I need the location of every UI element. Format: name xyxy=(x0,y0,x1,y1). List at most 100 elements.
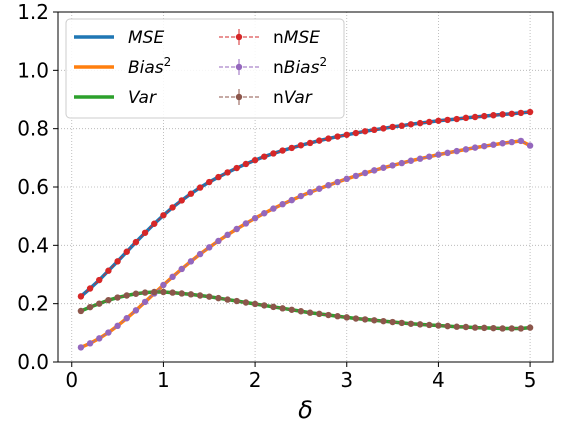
y-axis: 0.0 0.2 0.4 0.6 0.8 1.0 1.2 xyxy=(17,0,58,374)
point-nmse xyxy=(416,119,424,127)
point-nmse xyxy=(86,285,94,292)
point-nbias2 xyxy=(490,141,497,148)
point-nbias2 xyxy=(279,201,286,208)
point-nmse xyxy=(297,142,305,149)
point-nmse xyxy=(499,111,506,118)
point-nbias2 xyxy=(316,185,323,192)
point-nbias2 xyxy=(471,144,479,151)
point-nvar xyxy=(123,292,130,299)
point-nbias2 xyxy=(77,344,85,351)
point-nvar xyxy=(389,318,396,326)
point-nbias2 xyxy=(352,172,360,180)
point-nvar xyxy=(178,290,185,297)
point-nbias2 xyxy=(306,189,314,196)
point-nmse xyxy=(453,115,460,123)
point-nmse xyxy=(123,248,130,255)
point-nvar xyxy=(517,325,525,332)
y-tick-label: 0.4 xyxy=(17,233,49,257)
x-tick-label: 4 xyxy=(432,368,445,392)
point-nbias2 xyxy=(215,237,222,245)
x-tick-label: 0 xyxy=(65,368,78,392)
point-nvar xyxy=(86,303,94,311)
point-nvar xyxy=(334,313,341,320)
point-nmse xyxy=(215,173,222,181)
point-nbias2 xyxy=(206,244,213,251)
point-nmse xyxy=(389,123,396,131)
point-nvar xyxy=(288,306,295,313)
point-nvar xyxy=(132,290,140,297)
point-nvar xyxy=(196,292,204,299)
point-nbias2 xyxy=(169,273,176,281)
legend-label-nbias2: nBias2 xyxy=(273,55,327,78)
point-nbias2 xyxy=(380,164,387,171)
point-nbias2 xyxy=(114,322,121,330)
y-tick-label: 1.0 xyxy=(17,58,49,82)
point-nmse xyxy=(151,220,158,227)
point-nbias2 xyxy=(499,140,506,147)
point-nvar xyxy=(490,324,497,332)
legend-label-nvar: nVar xyxy=(273,88,313,108)
point-nvar xyxy=(251,300,259,308)
point-nvar xyxy=(316,310,323,318)
point-nmse xyxy=(242,160,250,168)
point-nmse xyxy=(334,133,341,140)
point-nvar xyxy=(435,322,442,329)
point-nvar xyxy=(215,294,222,302)
legend-label-mse: MSE xyxy=(128,28,164,48)
point-nvar xyxy=(462,323,470,331)
x-tick-label: 5 xyxy=(524,368,537,392)
point-nmse xyxy=(206,178,213,186)
point-nmse xyxy=(160,212,167,219)
point-nmse xyxy=(114,258,121,265)
point-nvar xyxy=(169,289,176,296)
point-nvar xyxy=(160,288,167,296)
point-nmse xyxy=(132,238,140,246)
point-nbias2 xyxy=(270,205,277,212)
legend-box xyxy=(65,18,345,119)
legend-label-var: Var xyxy=(128,88,157,108)
point-nbias2 xyxy=(233,225,240,233)
point-nbias2 xyxy=(361,169,369,177)
point-nmse xyxy=(187,190,195,197)
point-nbias2 xyxy=(407,157,415,164)
point-nbias2 xyxy=(508,138,515,146)
point-nmse xyxy=(77,293,85,300)
point-nmse xyxy=(371,126,378,134)
point-nbias2 xyxy=(444,149,451,157)
point-nmse xyxy=(316,137,323,144)
point-nvar xyxy=(187,291,195,298)
point-nbias2 xyxy=(371,167,378,174)
point-nmse xyxy=(196,184,204,191)
point-nbias2 xyxy=(196,250,204,258)
point-nbias2 xyxy=(141,298,149,306)
point-nmse xyxy=(361,128,369,135)
point-nvar xyxy=(398,319,405,327)
point-nbias2 xyxy=(334,178,341,186)
point-nbias2 xyxy=(453,147,460,155)
point-nmse xyxy=(352,129,360,137)
point-nmse xyxy=(462,114,470,122)
point-nmse xyxy=(398,122,405,129)
y-tick-label: 0.2 xyxy=(17,292,49,316)
point-nvar xyxy=(270,303,277,311)
point-nbias2 xyxy=(481,142,488,150)
point-nmse xyxy=(169,204,176,211)
point-nvar xyxy=(242,299,250,306)
point-nvar xyxy=(471,324,479,331)
y-tick-label: 1.2 xyxy=(17,0,49,24)
x-tick-label: 2 xyxy=(249,368,262,392)
point-nbias2 xyxy=(105,329,112,336)
point-nbias2 xyxy=(132,307,140,314)
point-nvar xyxy=(151,288,158,296)
point-nmse xyxy=(224,169,231,176)
point-nmse xyxy=(306,139,314,147)
point-nbias2 xyxy=(426,153,433,160)
point-nvar xyxy=(371,317,378,324)
point-nvar xyxy=(499,325,506,332)
point-nvar xyxy=(444,322,451,330)
point-nmse xyxy=(279,147,286,154)
legend: MSE Bias2 Var nMSE nBias2 nVar xyxy=(65,18,345,119)
point-nvar xyxy=(96,300,103,307)
y-tick-label: 0.8 xyxy=(17,117,49,141)
point-nmse xyxy=(233,164,240,172)
